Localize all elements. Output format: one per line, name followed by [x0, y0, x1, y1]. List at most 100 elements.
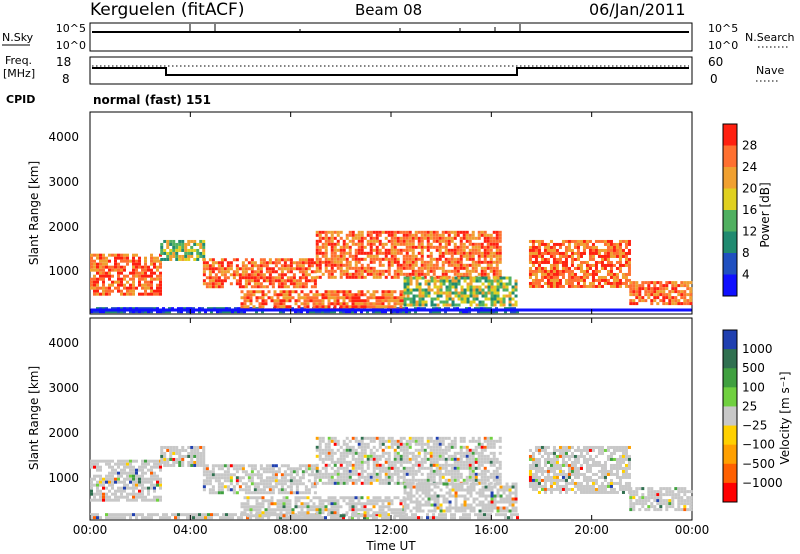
range-cell: [421, 297, 425, 301]
range-cell: [102, 483, 105, 487]
range-cell: [474, 513, 477, 517]
range-cell: [435, 448, 439, 452]
range-cell: [333, 260, 337, 264]
range-cell: [345, 472, 349, 476]
range-cell: [609, 254, 613, 258]
range-cell: [324, 310, 327, 314]
range-cell: [555, 263, 559, 267]
range-cell: [558, 466, 562, 470]
range-cell: [403, 500, 407, 504]
range-cell: [208, 276, 212, 280]
range-cell: [537, 460, 541, 464]
range-cell: [201, 513, 204, 517]
range-cell: [105, 462, 108, 466]
range-cell: [426, 236, 430, 240]
range-cell: [439, 276, 443, 280]
range-cell: [469, 488, 473, 492]
range-cell: [339, 478, 343, 482]
range-cell: [441, 239, 445, 243]
range-cell: [409, 485, 413, 489]
range-cell: [153, 477, 156, 481]
range-cell: [468, 472, 472, 476]
range-cell: [330, 454, 334, 458]
range-cell: [99, 286, 102, 290]
range-cell: [591, 278, 595, 282]
range-cell: [156, 513, 159, 517]
range-cell: [330, 472, 334, 476]
range-cell: [384, 296, 388, 300]
range-cell: [348, 299, 352, 303]
range-cell: [202, 454, 206, 458]
range-cell: [213, 513, 216, 517]
range-cell: [175, 248, 179, 252]
power-ytick-4000: 4000: [48, 130, 79, 144]
range-cell: [418, 500, 422, 504]
range-cell: [129, 286, 132, 290]
range-cell: [448, 291, 452, 295]
range-cell: [187, 460, 191, 464]
range-cell: [561, 254, 565, 258]
range-cell: [336, 302, 340, 306]
range-cell: [579, 239, 583, 243]
range-cell: [126, 495, 129, 499]
range-cell: [471, 248, 475, 252]
range-cell: [508, 303, 512, 307]
range-cell: [493, 294, 497, 298]
range-cell: [432, 445, 436, 449]
range-cell: [402, 310, 405, 314]
range-cell: [363, 251, 367, 255]
range-cell: [207, 516, 210, 520]
range-cell: [442, 500, 446, 504]
range-cell: [426, 439, 430, 443]
range-cell: [271, 267, 275, 271]
range-cell: [387, 475, 391, 479]
range-cell: [420, 516, 423, 520]
range-cell: [543, 281, 547, 285]
range-cell: [454, 485, 458, 489]
range-cell: [336, 239, 340, 243]
range-cell: [126, 462, 129, 466]
range-cell: [588, 266, 592, 270]
range-cell: [250, 473, 254, 477]
range-cell: [253, 282, 257, 286]
range-cell: [153, 474, 156, 478]
range-cell: [591, 284, 595, 288]
range-cell: [117, 265, 120, 269]
range-cell: [258, 505, 262, 509]
range-cell: [432, 460, 436, 464]
range-cell: [439, 294, 443, 298]
range-cell: [327, 511, 331, 515]
range-cell: [199, 239, 203, 243]
range-cell: [129, 277, 132, 281]
range-cell: [430, 288, 434, 292]
range-cell: [489, 460, 493, 464]
range-cell: [378, 269, 382, 273]
range-cell: [372, 248, 376, 252]
range-cell: [174, 516, 177, 520]
range-cell: [336, 242, 340, 246]
range-cell: [441, 233, 445, 237]
range-cell: [668, 302, 672, 306]
range-cell: [552, 275, 556, 279]
range-cell: [108, 462, 111, 466]
range-cell: [606, 242, 610, 246]
range-cell: [153, 289, 156, 293]
range-cell: [453, 272, 457, 276]
range-cell: [543, 457, 547, 461]
range-cell: [229, 473, 233, 477]
range-cell: [172, 254, 176, 258]
range-cell: [615, 281, 619, 285]
range-cell: [436, 291, 440, 295]
range-cell: [298, 479, 302, 483]
range-cell: [531, 487, 535, 491]
range-cell: [108, 471, 111, 475]
range-cell: [441, 466, 445, 470]
range-cell: [629, 299, 633, 303]
range-cell: [313, 479, 317, 483]
range-cell: [418, 288, 422, 292]
range-cell: [135, 516, 138, 520]
range-cell: [147, 286, 150, 290]
range-cell: [268, 258, 272, 262]
range-cell: [444, 469, 448, 473]
range-cell: [298, 279, 302, 283]
